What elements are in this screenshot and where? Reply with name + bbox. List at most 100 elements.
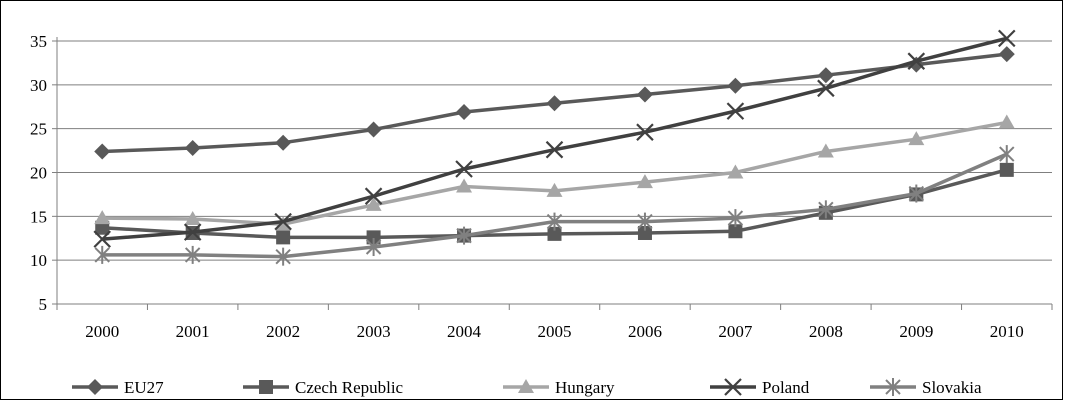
data-point: [94, 143, 111, 160]
x-tick-label: 2001: [176, 322, 210, 341]
data-point-stroke: [455, 160, 473, 178]
legend-label: Poland: [762, 378, 810, 397]
legend-marker: [518, 379, 534, 393]
y-tick-label: 25: [30, 120, 47, 139]
data-point-stroke: [907, 52, 926, 70]
data-point: [456, 226, 472, 245]
data-point: [456, 178, 473, 193]
legend: EU27 Czech Republic Hungary Poland Slovakia: [72, 378, 982, 397]
data-point: [636, 123, 654, 141]
data-point: [727, 77, 744, 94]
y-tick-label: 15: [30, 207, 47, 226]
x-tick-label: 2005: [538, 322, 572, 341]
data-point: [545, 140, 564, 159]
data-point: [184, 210, 201, 225]
series-hungary: [94, 114, 1015, 231]
data-point: [275, 247, 291, 266]
data-point-stroke: [817, 79, 835, 98]
x-tick-label: 2007: [718, 322, 753, 341]
data-point: [365, 196, 382, 211]
series-line: [102, 120, 1008, 226]
legend-marker: [724, 378, 742, 396]
data-point: [727, 209, 744, 228]
data-point: [636, 86, 653, 103]
data-point: [636, 174, 653, 189]
data-point: [184, 245, 201, 264]
data-point: [637, 225, 652, 240]
series-layer: [93, 29, 1016, 266]
data-point: [546, 182, 563, 197]
legend-item-slovakia: Slovakia: [870, 378, 982, 397]
data-point: [818, 200, 834, 219]
axes: 5 10 15 20 25 30 35 2000 2001 2002 2003 2004 2005 200…: [30, 32, 1053, 341]
data-point: [546, 95, 563, 112]
y-tick-label: 20: [30, 164, 47, 183]
data-point: [908, 131, 925, 146]
data-point: [546, 212, 563, 231]
y-tick-label: 5: [39, 295, 48, 314]
legend-label: Slovakia: [922, 378, 982, 397]
data-point: [908, 184, 925, 203]
data-point-stroke: [364, 187, 383, 205]
data-point: [727, 164, 744, 179]
data-point-stroke: [997, 29, 1016, 48]
legend-item-eu27: EU27: [72, 378, 164, 397]
x-tick-label: 2008: [809, 322, 843, 341]
x-tick-label: 2003: [357, 322, 391, 341]
gridlines: [57, 40, 1052, 305]
legend-label: EU27: [124, 378, 164, 397]
x-tick-label: 2002: [266, 322, 300, 341]
legend-marker: [87, 379, 103, 395]
legend-item-poland: Poland: [710, 378, 810, 397]
series-czech-republic: [95, 162, 1014, 245]
data-point: [637, 212, 653, 231]
legend-label: Hungary: [555, 378, 615, 397]
data-point: [94, 245, 110, 264]
legend-marker: [259, 380, 273, 394]
data-point: [726, 102, 745, 120]
series-poland: [93, 29, 1016, 248]
data-point-stroke: [274, 212, 292, 231]
y-tick-label: 35: [30, 32, 47, 51]
legend-marker: [885, 378, 901, 396]
data-point: [997, 29, 1016, 48]
data-point: [276, 230, 291, 245]
data-point: [456, 104, 473, 121]
data-point-stroke: [183, 223, 202, 241]
x-tick-label: 2009: [899, 322, 933, 341]
data-point: [364, 187, 383, 205]
x-tick-label: 2010: [990, 322, 1024, 341]
data-point-stroke: [545, 140, 564, 159]
data-point-stroke: [726, 102, 745, 120]
data-point: [184, 139, 201, 156]
x-tick-label: 2006: [628, 322, 662, 341]
data-point: [817, 143, 834, 158]
data-point: [998, 46, 1015, 63]
data-point: [999, 145, 1015, 164]
data-point: [728, 224, 743, 239]
data-point: [817, 79, 835, 98]
x-tick-label: 2000: [85, 322, 119, 341]
data-point: [95, 220, 110, 235]
data-point: [998, 114, 1015, 129]
data-point: [547, 226, 562, 241]
data-point: [274, 212, 292, 231]
data-point: [366, 230, 381, 245]
y-tick-label: 10: [30, 251, 47, 270]
data-point: [999, 162, 1014, 177]
x-tick-label: 2004: [447, 322, 482, 341]
y-tick-label: 30: [30, 76, 47, 95]
data-point: [275, 134, 292, 151]
data-point: [183, 223, 202, 241]
data-point: [907, 52, 926, 70]
legend-item-hungary: Hungary: [503, 378, 615, 397]
data-point-stroke: [636, 123, 654, 141]
data-point: [365, 121, 382, 138]
data-point: [817, 67, 834, 84]
legend-marker-stroke: [724, 378, 742, 396]
series-slovakia: [94, 145, 1015, 266]
data-point-stroke: [93, 230, 112, 248]
data-point: [93, 230, 112, 248]
data-point: [94, 210, 111, 225]
data-point: [455, 160, 473, 178]
